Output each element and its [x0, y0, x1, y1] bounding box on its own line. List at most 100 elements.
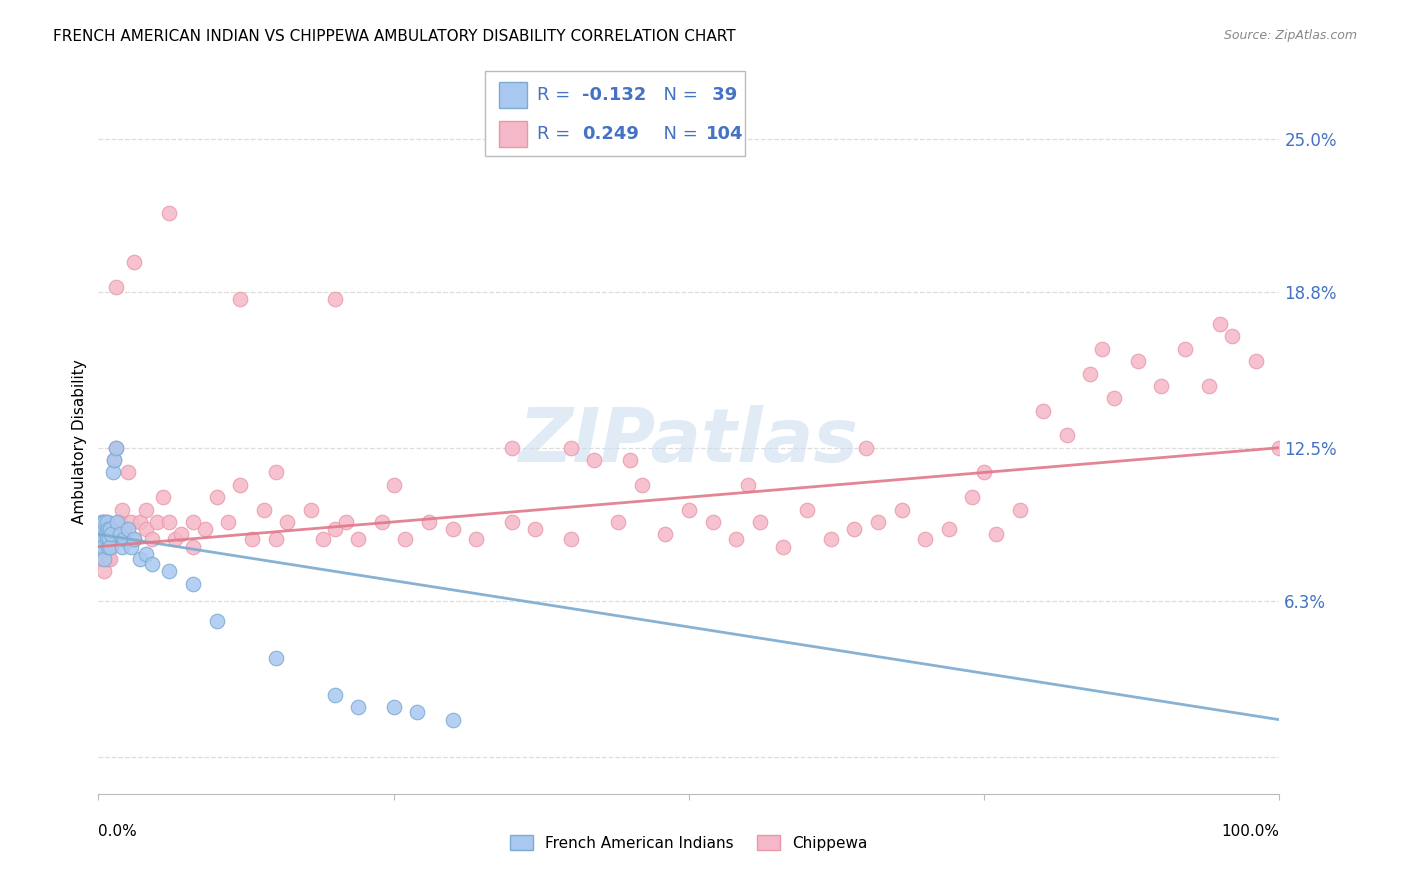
Point [1244, 354, 1267, 368]
Point [97, 522, 120, 536]
Point [117, 522, 139, 536]
Point [122, 532, 145, 546]
Point [962, 490, 984, 504]
Point [264, 532, 287, 546]
Point [1080, 367, 1102, 381]
Point [418, 515, 440, 529]
Point [866, 515, 889, 529]
Point [93, 565, 115, 579]
Text: 100.0%: 100.0% [1222, 824, 1279, 839]
Point [1220, 329, 1243, 343]
Point [97, 540, 120, 554]
Point [890, 502, 912, 516]
Point [90, 522, 112, 536]
Point [91, 515, 114, 529]
Point [1268, 441, 1291, 455]
Point [135, 522, 157, 536]
Point [371, 515, 394, 529]
Point [103, 453, 125, 467]
Point [312, 532, 335, 546]
Point [98, 532, 121, 546]
Point [501, 441, 523, 455]
Point [108, 515, 131, 529]
Point [1126, 354, 1149, 368]
Point [299, 502, 322, 516]
Point [1091, 342, 1114, 356]
Point [111, 502, 134, 516]
Text: N =: N = [652, 87, 704, 104]
Point [157, 565, 180, 579]
Point [1008, 502, 1031, 516]
Point [111, 540, 134, 554]
Point [1198, 379, 1220, 393]
Point [619, 453, 641, 467]
Point [229, 293, 252, 307]
Text: 0.0%: 0.0% [98, 824, 138, 839]
Point [90, 527, 112, 541]
Point [98, 522, 121, 536]
Point [91, 540, 114, 554]
Point [1032, 403, 1054, 417]
Point [737, 478, 759, 492]
Point [96, 515, 118, 529]
Text: R =: R = [537, 87, 576, 104]
Point [98, 532, 121, 546]
Point [382, 700, 405, 714]
Point [93, 527, 115, 541]
Point [98, 552, 121, 566]
Point [117, 466, 139, 480]
Text: 39: 39 [706, 87, 737, 104]
Point [1209, 317, 1232, 331]
Point [121, 540, 143, 554]
Point [105, 280, 128, 294]
Point [93, 515, 115, 529]
Point [98, 540, 121, 554]
Point [105, 441, 128, 455]
Point [630, 478, 652, 492]
Point [335, 515, 357, 529]
Point [501, 515, 523, 529]
Point [323, 688, 346, 702]
Point [103, 453, 125, 467]
Point [560, 441, 582, 455]
Text: 104: 104 [706, 125, 744, 143]
Text: -0.132: -0.132 [582, 87, 647, 104]
Point [105, 515, 128, 529]
Point [264, 466, 287, 480]
Point [347, 700, 370, 714]
Point [844, 522, 866, 536]
Point [94, 527, 117, 541]
Point [678, 502, 700, 516]
Point [702, 515, 724, 529]
Point [101, 466, 124, 480]
Point [607, 515, 630, 529]
Y-axis label: Ambulatory Disability: Ambulatory Disability [72, 359, 87, 524]
Point [725, 532, 748, 546]
Point [181, 576, 204, 591]
Point [170, 527, 193, 541]
Point [94, 540, 117, 554]
Point [217, 515, 239, 529]
Point [91, 540, 114, 554]
Text: Source: ZipAtlas.com: Source: ZipAtlas.com [1223, 29, 1357, 42]
Point [93, 552, 115, 566]
Point [89, 540, 111, 554]
Point [1174, 342, 1197, 356]
Point [772, 540, 794, 554]
Point [276, 515, 298, 529]
Point [973, 466, 995, 480]
Point [583, 453, 606, 467]
Point [135, 547, 157, 561]
Point [347, 532, 370, 546]
Legend: French American Indians, Chippewa: French American Indians, Chippewa [505, 829, 873, 856]
Point [122, 255, 145, 269]
Point [560, 532, 582, 546]
Point [96, 532, 118, 546]
Point [465, 532, 488, 546]
Point [382, 478, 405, 492]
Point [91, 522, 114, 536]
Point [111, 522, 134, 536]
Point [654, 527, 676, 541]
Point [105, 441, 128, 455]
Point [796, 502, 818, 516]
